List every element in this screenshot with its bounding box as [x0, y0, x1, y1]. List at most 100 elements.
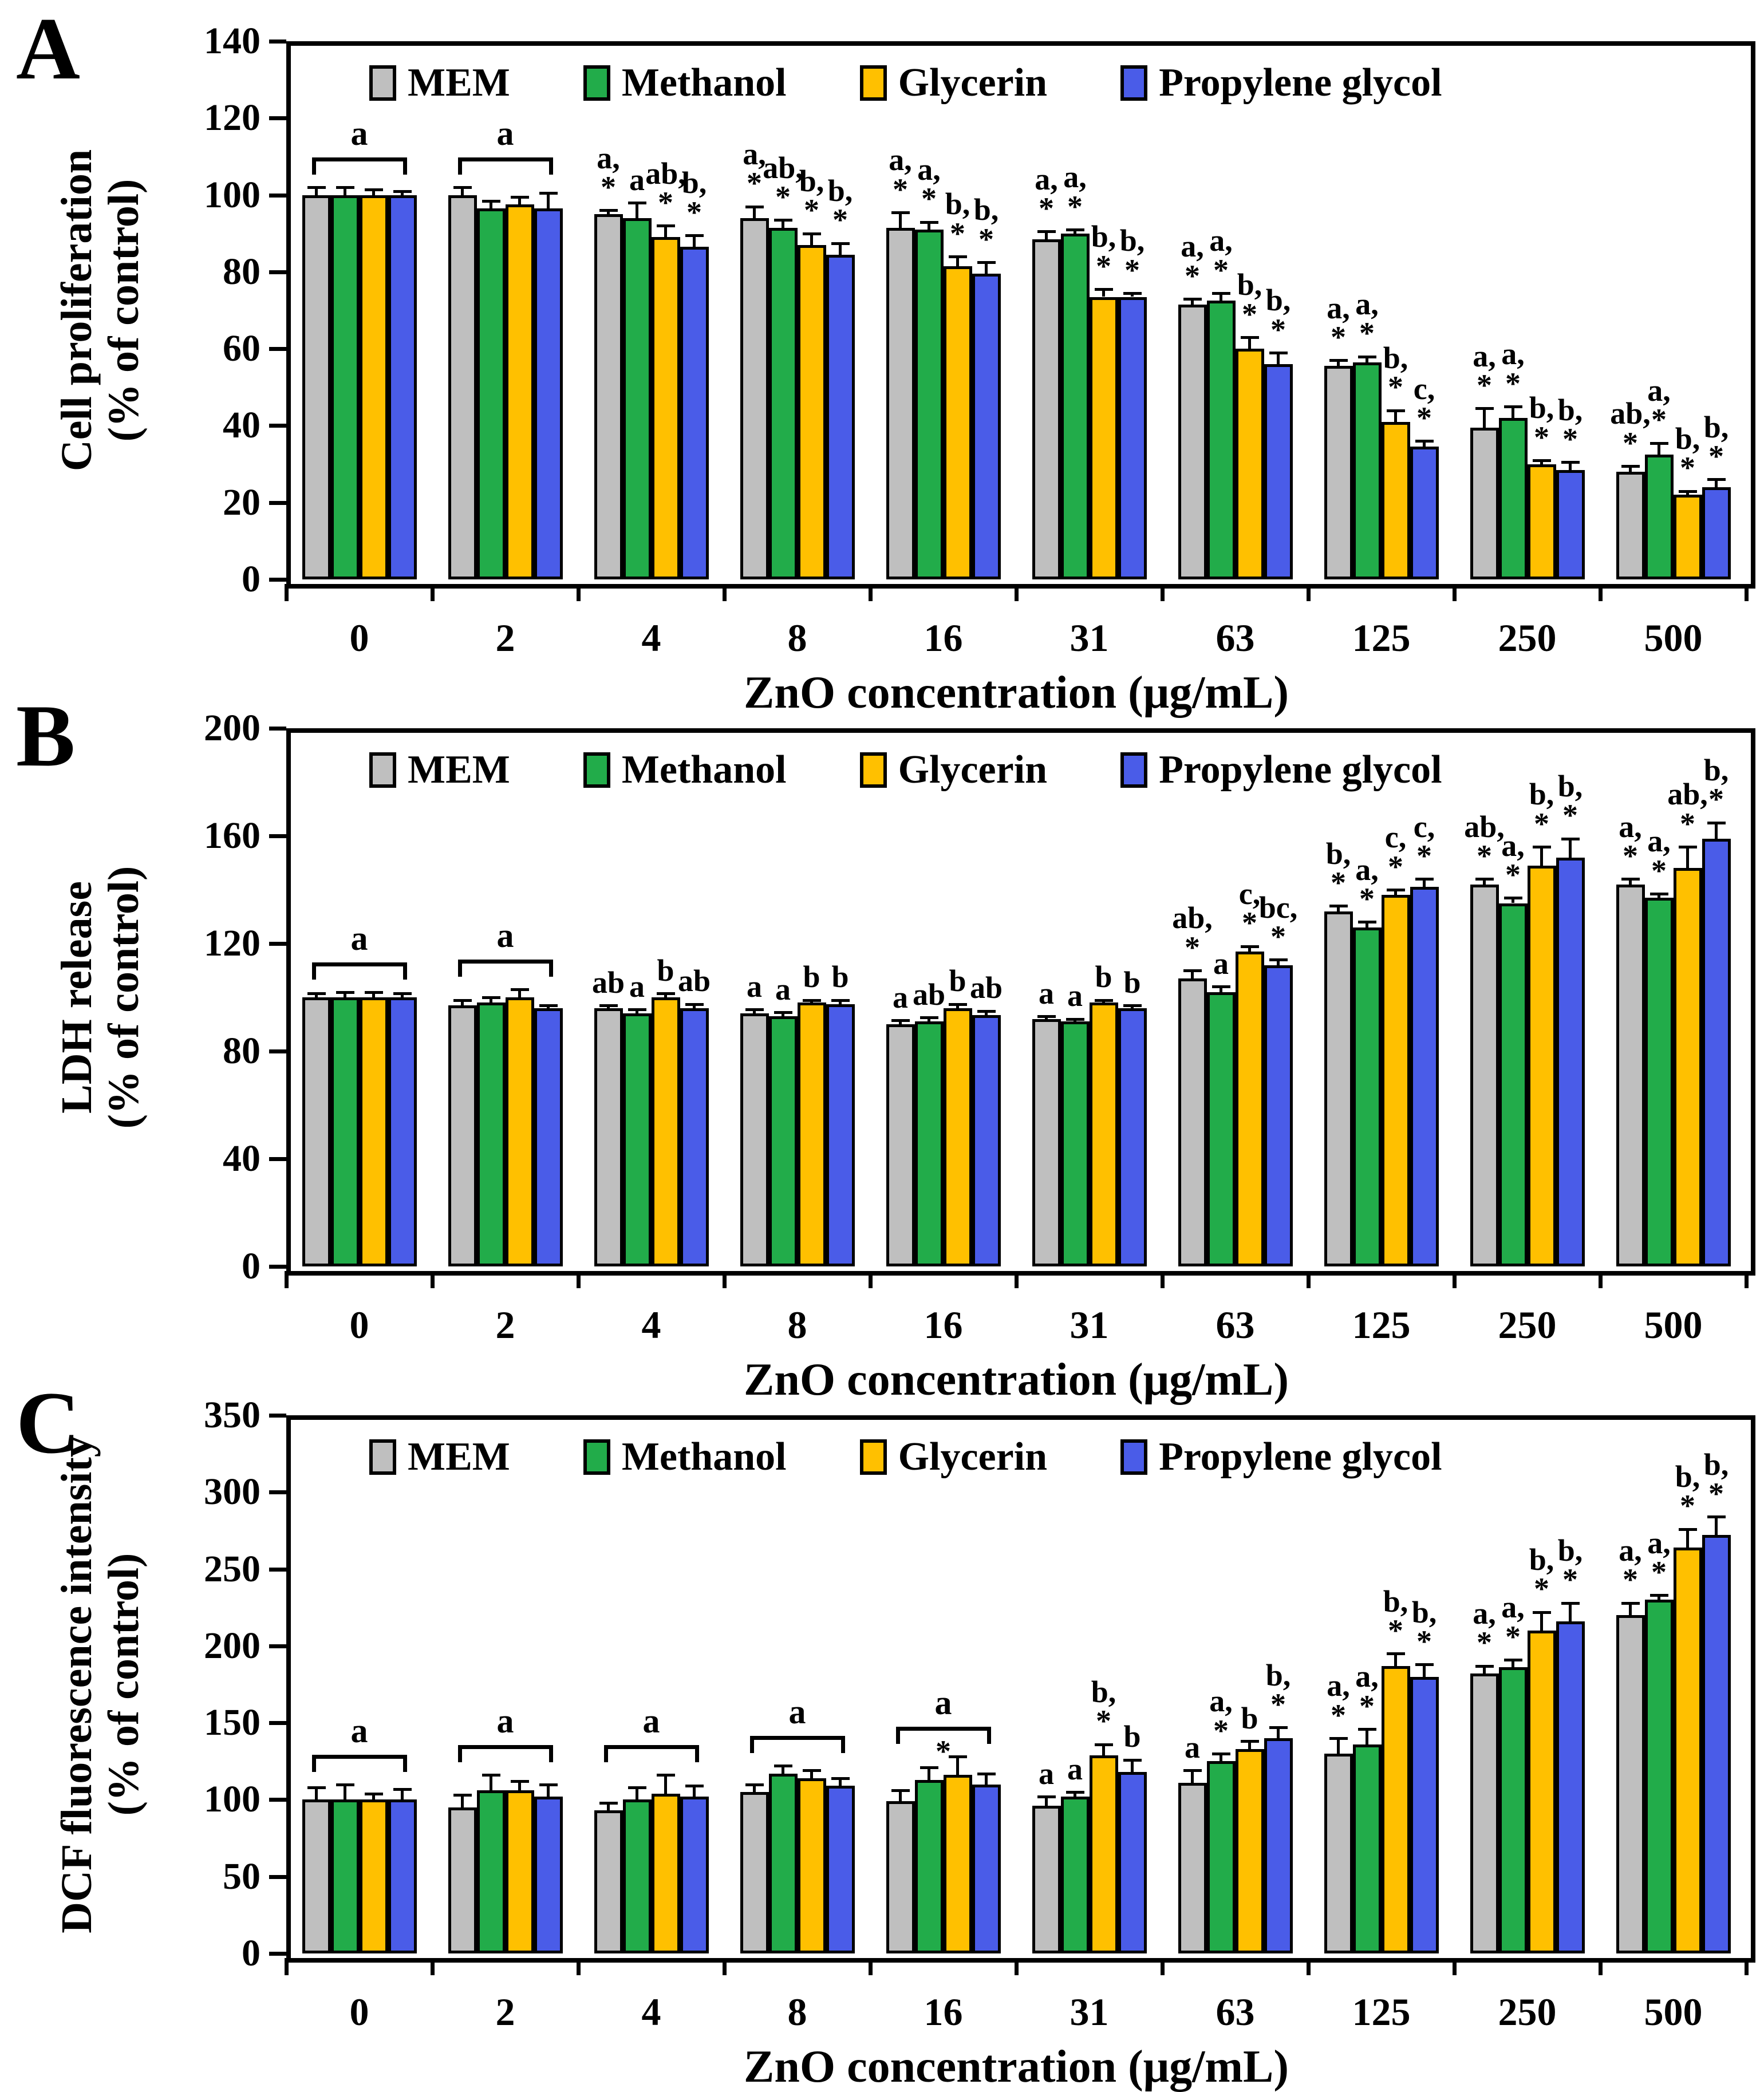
x-tick-mark: [1161, 1271, 1165, 1288]
x-tick-label: 16: [924, 1303, 963, 1347]
bar-methanol-31: [1060, 1797, 1090, 1953]
error-bar-cap: [1415, 440, 1434, 443]
error-bar: [1540, 460, 1543, 464]
error-bar-cap: [1475, 407, 1494, 410]
y-tick-label: 0: [242, 1245, 261, 1287]
x-tick-mark: [1307, 1271, 1311, 1288]
legend-item-propylene-glycol: Propylene glycol: [1120, 63, 1442, 103]
bracket-label: a: [642, 1702, 660, 1740]
error-bar-cap: [685, 234, 704, 238]
error-bar-cap: [393, 190, 412, 193]
sig-label: b: [1095, 960, 1112, 994]
legend-label-methanol: Methanol: [621, 748, 787, 792]
bar-mem-250: [1470, 1673, 1499, 1953]
error-bar: [1337, 906, 1340, 911]
legend-label-propylene-glycol: Propylene glycol: [1159, 748, 1442, 792]
panel-letter-b: B: [16, 686, 76, 785]
sig-label: b: [831, 960, 849, 994]
x-tick-mark: [1453, 1958, 1457, 1975]
y-tick-label: 160: [204, 815, 261, 856]
bar-methanol-16: [914, 1021, 944, 1266]
error-bar: [1394, 1653, 1397, 1666]
error-bar-cap: [656, 1774, 675, 1777]
y-tick-mark: [269, 116, 286, 121]
error-bar-cap: [656, 992, 675, 995]
x-tick-mark: [1015, 1958, 1019, 1975]
error-bar: [1102, 289, 1105, 297]
sig-label: b, *: [1557, 392, 1583, 456]
bar-glycerin-2: [505, 204, 534, 579]
panel-letter-c: C: [16, 1373, 80, 1472]
bar-propylene-glycol-0: [388, 1799, 417, 1953]
bracket-label: a: [934, 1684, 952, 1722]
legend-label-mem: MEM: [408, 1435, 510, 1479]
error-bar: [490, 997, 492, 1003]
error-bar-cap: [1357, 355, 1376, 358]
y-tick-mark: [269, 193, 286, 198]
y-tick-label: 0: [242, 558, 261, 600]
error-bar-cap: [628, 1786, 646, 1789]
y-tick-label: 200: [204, 707, 261, 749]
sig-label: b, *: [1529, 777, 1554, 841]
sig-label: a: [1039, 1756, 1054, 1791]
bracket: [603, 1745, 699, 1763]
sig-label: a, *: [1355, 286, 1379, 351]
error-bar: [928, 1017, 930, 1022]
error-bar: [490, 200, 492, 209]
x-tick-label: 250: [1498, 1990, 1557, 2034]
error-bar-cap: [920, 1766, 938, 1770]
error-bar-cap: [1037, 230, 1056, 234]
legend-item-glycerin: Glycerin: [859, 63, 1047, 103]
sig-label: b, *: [1675, 1459, 1700, 1523]
y-tick-mark: [269, 1952, 286, 1956]
sig-label: b, *: [1529, 1542, 1554, 1607]
error-bar: [693, 235, 696, 247]
error-bar-cap: [1707, 478, 1726, 481]
error-bar: [1686, 1529, 1689, 1548]
sig-label: a, *: [1355, 852, 1379, 917]
y-tick-label: 200: [204, 1624, 261, 1667]
error-bar: [1569, 462, 1572, 470]
error-bar: [1483, 1665, 1486, 1674]
x-tick-mark: [431, 584, 435, 601]
sig-label: ab, *: [1172, 901, 1213, 965]
bracket-label: a: [788, 1693, 806, 1731]
sig-label: a, *: [743, 137, 766, 201]
error-bar-cap: [831, 242, 850, 245]
error-bar-cap: [1065, 1791, 1084, 1794]
error-bar-cap: [948, 1002, 967, 1006]
error-bar-cap: [307, 992, 326, 995]
bar-methanol-31: [1060, 233, 1090, 579]
error-bar: [372, 189, 375, 195]
x-tick-label: 31: [1070, 1990, 1109, 2034]
error-bar: [1074, 230, 1076, 234]
error-bar-cap: [1065, 1017, 1084, 1021]
bar-glycerin-0: [359, 997, 388, 1266]
bar-methanol-63: [1206, 992, 1236, 1266]
sig-label: a, *: [597, 140, 620, 205]
legend-item-mem: MEM: [369, 1437, 510, 1477]
error-bar: [753, 1784, 756, 1792]
sig-label: b, *: [827, 173, 853, 238]
bar-mem-63: [1178, 304, 1207, 579]
error-bar: [401, 1789, 404, 1800]
error-bar-cap: [599, 1801, 618, 1805]
error-bar-cap: [1649, 893, 1668, 896]
x-tick-label: 63: [1216, 1990, 1255, 2034]
x-tick-label: 8: [787, 1990, 807, 2034]
bar-methanol-4: [622, 1013, 652, 1266]
error-bar: [1686, 491, 1689, 495]
error-bar: [985, 1773, 988, 1785]
x-tick-label: 125: [1352, 1303, 1411, 1347]
error-bar: [956, 256, 959, 266]
sig-label: b, *: [1557, 1533, 1583, 1597]
error-bar: [1220, 986, 1222, 992]
error-bar: [1715, 479, 1718, 487]
bar-methanol-250: [1498, 903, 1528, 1266]
bracket: [311, 962, 407, 980]
error-bar: [664, 226, 667, 238]
sig-label: b: [1123, 1719, 1141, 1754]
bar-methanol-500: [1644, 454, 1674, 579]
y-tick-mark: [269, 578, 286, 582]
